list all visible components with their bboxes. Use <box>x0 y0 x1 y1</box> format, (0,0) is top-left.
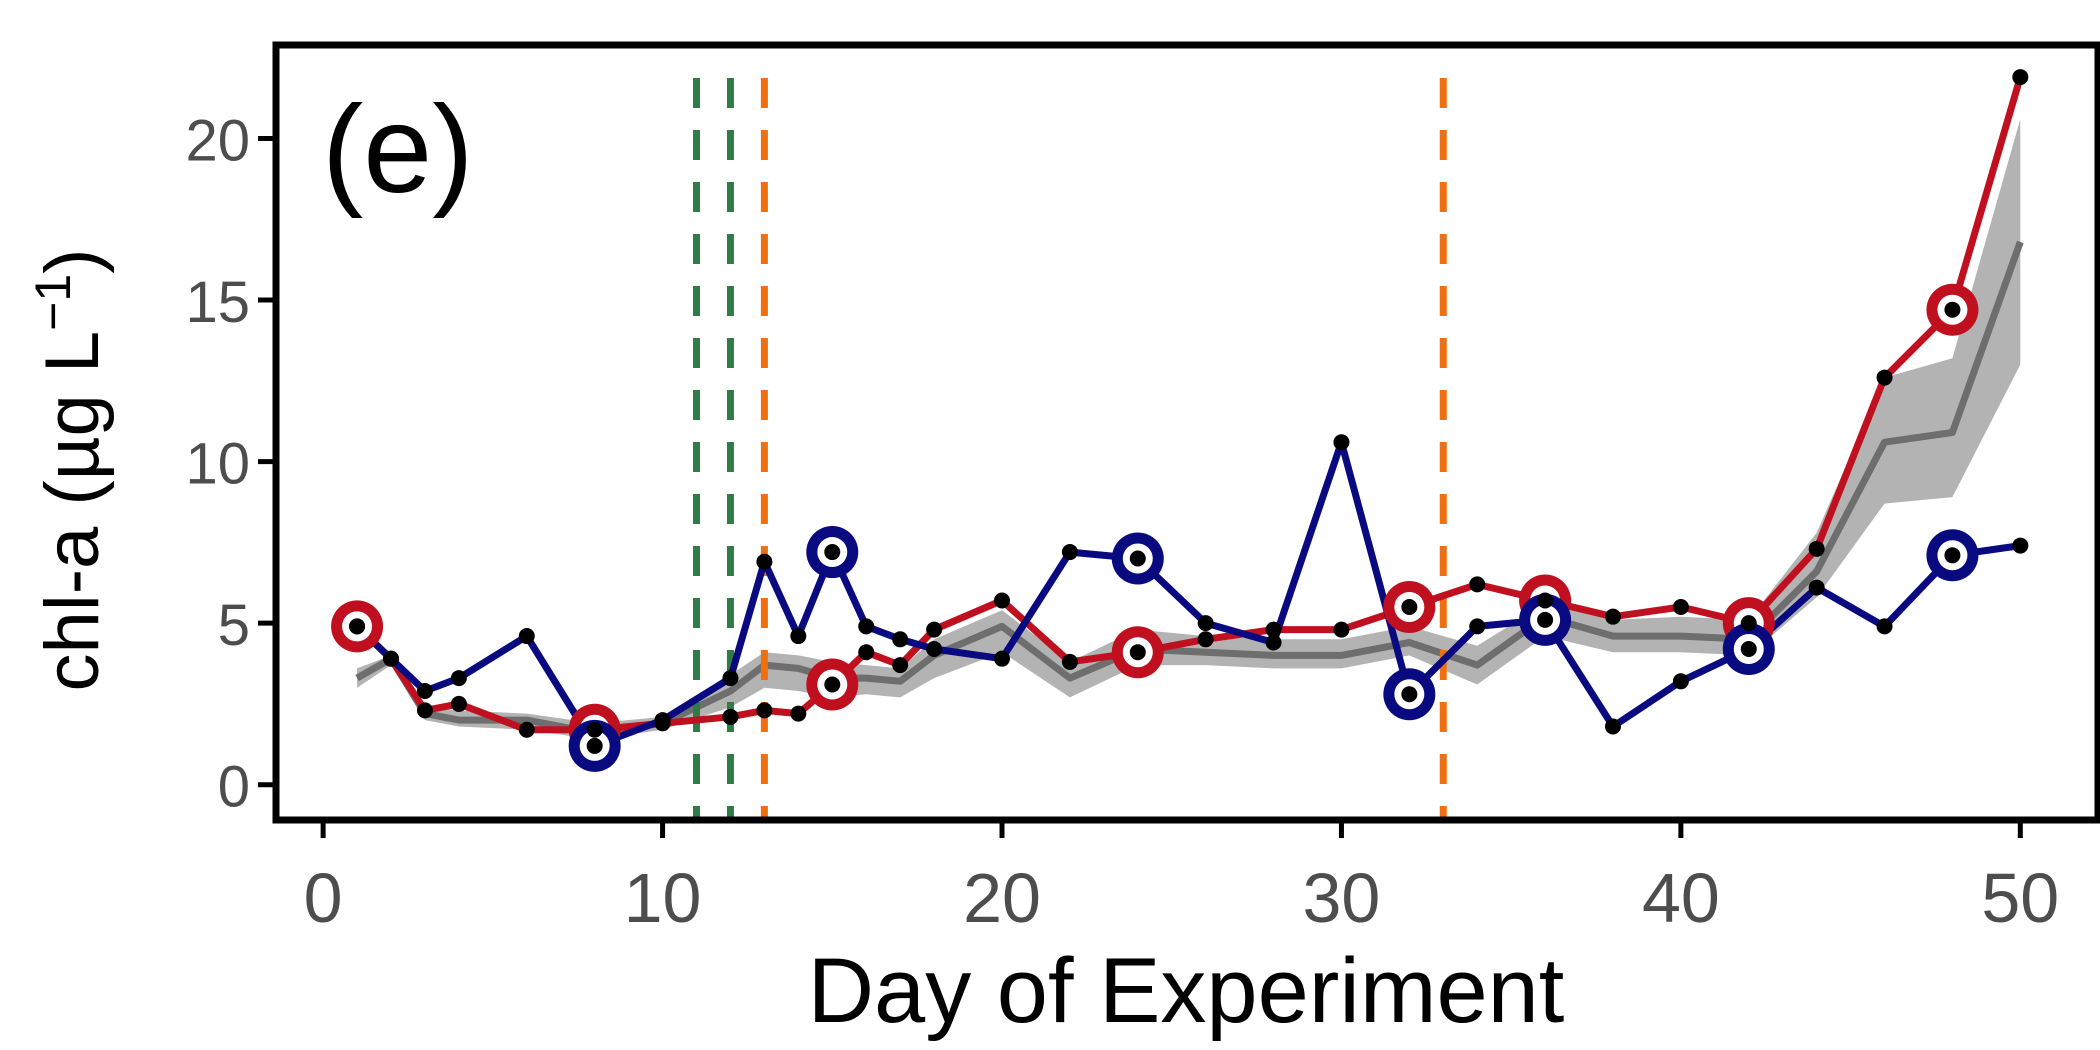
red-data-point <box>1876 369 1893 386</box>
blue-data-point <box>416 682 433 699</box>
blue-data-point <box>1061 544 1078 561</box>
blue-data-point <box>994 650 1011 667</box>
blue-data-point <box>790 628 807 645</box>
red-data-point <box>1061 653 1078 670</box>
blue-data-point <box>1672 673 1689 690</box>
red-data-point <box>518 721 535 738</box>
y-axis-title: chl-a (µg L−1) <box>25 249 115 692</box>
blue-data-point <box>654 712 671 729</box>
blue-data-point <box>1808 579 1825 596</box>
x-tick-label: 10 <box>624 859 702 937</box>
red-data-point <box>1808 540 1825 557</box>
red-data-point <box>1197 631 1214 648</box>
blue-data-point <box>1265 634 1282 651</box>
blue-data-point <box>824 544 841 561</box>
y-tick-label: 0 <box>218 755 250 820</box>
red-data-point <box>892 657 909 674</box>
blue-data-point <box>1944 547 1961 564</box>
red-data-point <box>994 592 1011 609</box>
blue-data-point <box>926 640 943 657</box>
y-tick-label: 15 <box>185 270 250 335</box>
x-tick-label: 20 <box>963 859 1041 937</box>
red-data-point <box>1604 608 1621 625</box>
blue-data-point <box>1537 611 1554 628</box>
red-data-point <box>2012 69 2029 86</box>
blue-data-point <box>586 737 603 754</box>
red-data-point <box>1265 621 1282 638</box>
red-data-point <box>416 702 433 719</box>
red-data-point <box>586 721 603 738</box>
blue-data-point <box>2012 537 2029 554</box>
y-axis-title-close: ) <box>30 249 115 274</box>
red-data-point <box>824 676 841 693</box>
blue-data-point <box>722 670 739 687</box>
blue-data-point <box>1197 615 1214 632</box>
blue-data-point <box>756 553 773 570</box>
red-data-point <box>1672 598 1689 615</box>
blue-data-point <box>1740 640 1757 657</box>
blue-data-point <box>518 628 535 645</box>
red-data-point <box>450 695 467 712</box>
blue-data-point <box>1604 718 1621 735</box>
x-tick-label: 50 <box>1981 859 2059 937</box>
y-axis-title-superscript: −1 <box>25 274 81 331</box>
panel-label: (e) <box>322 81 474 219</box>
blue-data-point <box>858 618 875 635</box>
event-lines-layer <box>693 78 1447 817</box>
red-data-point <box>1333 621 1350 638</box>
red-data-point <box>1944 301 1961 318</box>
x-axis-title: Day of Experiment <box>808 940 1565 1042</box>
blue-data-point <box>1469 618 1486 635</box>
blue-data-point <box>1401 686 1418 703</box>
red-data-point <box>790 705 807 722</box>
red-data-point <box>756 702 773 719</box>
blue-data-point <box>1876 618 1893 635</box>
y-tick-label: 20 <box>185 108 250 173</box>
blue-data-point <box>1333 434 1350 451</box>
blue-data-point <box>892 631 909 648</box>
y-tick-label: 10 <box>185 432 250 497</box>
blue-data-point <box>1129 550 1146 567</box>
blue-data-point <box>450 670 467 687</box>
blue-data-point <box>383 650 400 667</box>
points-layer <box>331 69 2029 772</box>
red-data-point <box>858 644 875 661</box>
y-tick-label: 5 <box>218 593 250 658</box>
axes-layer: 0 10 20 30 40 50 0 5 10 15 20 <box>185 108 2059 937</box>
x-tick-label: 40 <box>1642 859 1720 937</box>
y-axis-title-main: chl-a (µg L <box>30 331 115 692</box>
x-tick-label: 30 <box>1303 859 1381 937</box>
red-data-point <box>1537 592 1554 609</box>
red-data-point <box>1740 615 1757 632</box>
plot-frame <box>272 41 2100 824</box>
red-data-point <box>722 708 739 725</box>
red-data-point <box>1401 598 1418 615</box>
blue-data-point <box>349 618 366 635</box>
red-data-point <box>1129 644 1146 661</box>
x-tick-label: 0 <box>304 859 343 937</box>
red-data-point <box>1469 576 1486 593</box>
red-data-point <box>926 621 943 638</box>
